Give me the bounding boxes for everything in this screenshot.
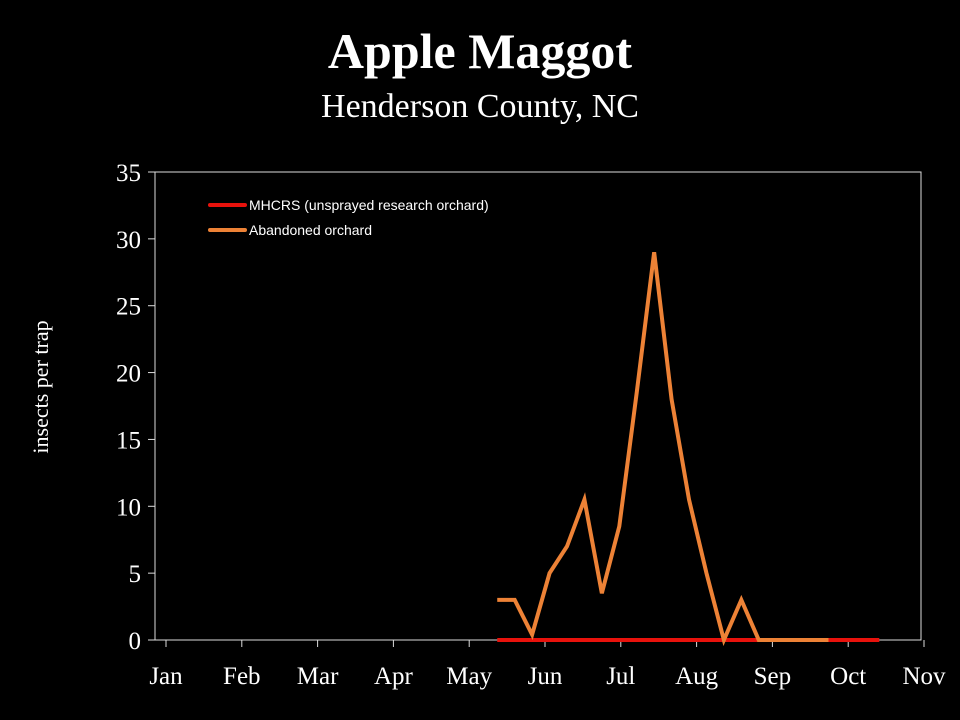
legend-label: MHCRS (unsprayed research orchard) [249,197,489,213]
y-tick-label: 0 [129,628,142,655]
chart-subtitle: Henderson County, NC [321,88,639,125]
x-tick-label: Oct [830,663,866,690]
y-tick-label: 20 [116,361,141,388]
plot-area-border [154,171,922,641]
series-line-abandoned-orchard [497,251,829,647]
y-tick-label: 35 [116,160,141,187]
y-tick-label: 15 [116,427,141,454]
y-axis-label: insects per trap [28,320,53,453]
y-tick-label: 30 [116,227,141,254]
x-tick-label: Nov [902,663,946,690]
y-tick-label: 10 [116,494,141,521]
x-tick-label: May [446,663,492,690]
y-tick-label: 25 [116,294,141,321]
y-tick-label: 5 [129,561,142,588]
x-tick-label: Jun [528,663,563,690]
x-tick-label: Sep [754,663,792,690]
legend-label: Abandoned orchard [249,222,372,238]
x-tick-label: Aug [675,663,719,690]
x-tick-label: Jul [606,663,635,690]
x-tick-label: Jan [149,663,183,690]
x-tick-label: Apr [374,663,414,690]
x-tick-label: Mar [297,663,339,690]
chart-title: Apple Maggot [327,23,633,79]
x-tick-label: Feb [223,663,261,690]
